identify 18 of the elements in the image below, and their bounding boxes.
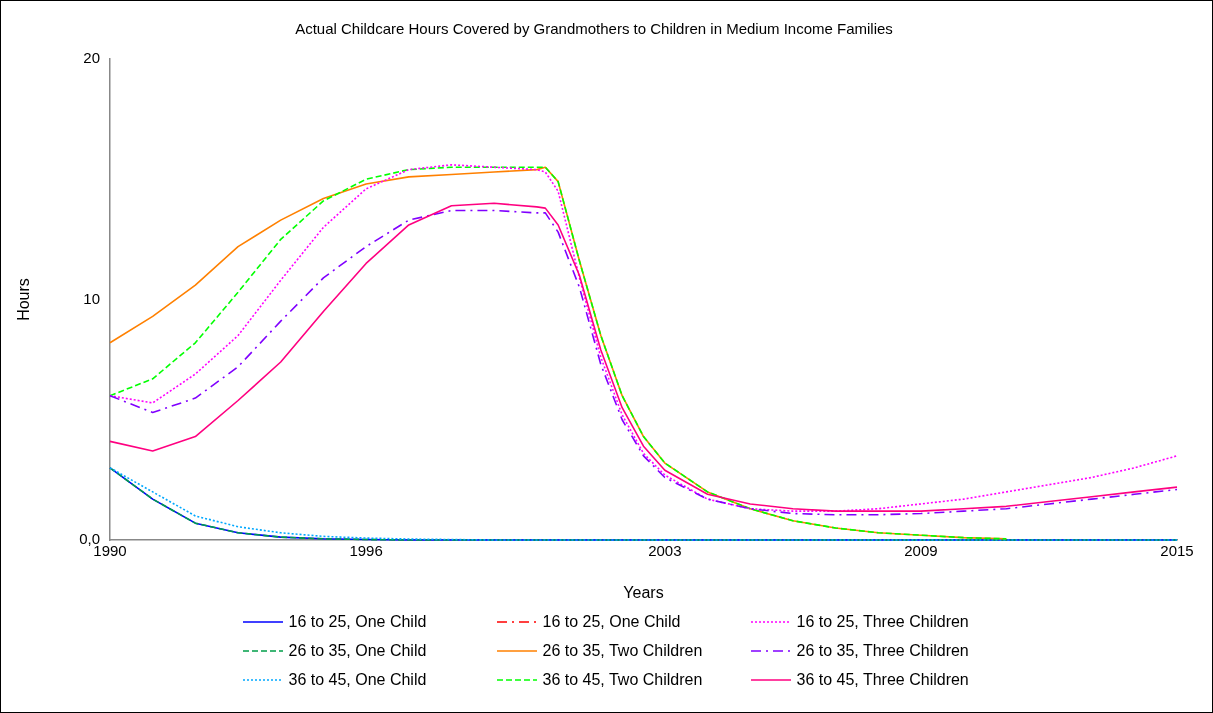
legend-label: 26 to 35, One Child [288, 641, 427, 660]
legend-label: 16 to 25, One Child [288, 612, 427, 631]
legend-label: 36 to 45, One Child [288, 670, 427, 689]
legend-label: 16 to 25, One Child [542, 612, 681, 631]
chart-title: Actual Childcare Hours Covered by Grandmothers to Children in Medium Income Families [295, 20, 893, 38]
legend-label: 16 to 25, Three Children [796, 612, 969, 631]
legend-label: 36 to 45, Three Children [796, 670, 969, 689]
legend-label: 36 to 45, Two Children [542, 670, 703, 689]
x-tick-label: 2003 [648, 542, 682, 560]
legend-label: 26 to 35, Two Children [542, 641, 703, 660]
x-tick-label: 1996 [349, 542, 383, 560]
legend-label: 26 to 35, Three Children [796, 641, 969, 660]
y-axis-title: Hours [15, 278, 33, 321]
x-tick-label: 2015 [1160, 542, 1194, 560]
x-axis-title: Years [623, 583, 664, 601]
y-tick-label: 10 [83, 289, 100, 307]
x-tick-label: 2009 [904, 542, 938, 560]
y-tick-label: 20 [83, 49, 100, 67]
